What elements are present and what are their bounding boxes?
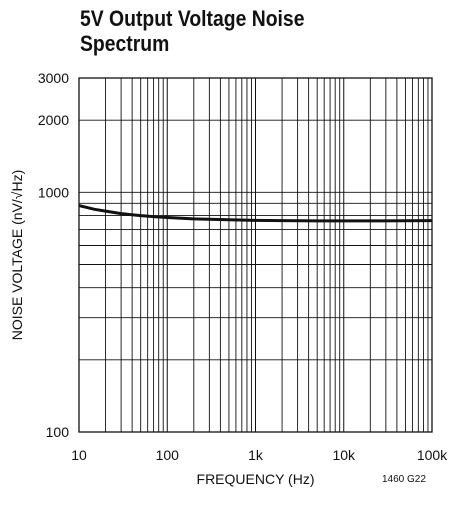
y-tick-label: 2000 xyxy=(38,112,69,128)
chart-title-line-2: Spectrum xyxy=(80,31,170,56)
figure-note: 1460 G22 xyxy=(382,474,426,485)
x-tick-label: 100k xyxy=(417,447,448,463)
x-tick-label: 100 xyxy=(156,447,180,463)
x-axis-label: FREQUENCY (Hz) xyxy=(197,471,315,487)
x-tick-label: 10 xyxy=(71,447,87,463)
plot-frame xyxy=(78,77,433,433)
x-tick-label: 1k xyxy=(248,447,264,463)
noise-voltage-line xyxy=(78,204,433,223)
chart-title-line-1: 5V Output Voltage Noise xyxy=(80,6,305,31)
y-tick-label: 3000 xyxy=(38,70,69,86)
series-layer xyxy=(78,204,433,223)
y-tick-label: 100 xyxy=(46,424,70,440)
chart-title: 5V Output Voltage Noise Spectrum xyxy=(80,6,304,56)
x-tick-label: 10k xyxy=(332,447,356,463)
y-axis-label: NOISE VOLTAGE (nV/√Hz) xyxy=(9,170,25,341)
grid xyxy=(79,78,432,432)
y-tick-label: 1000 xyxy=(38,184,69,200)
